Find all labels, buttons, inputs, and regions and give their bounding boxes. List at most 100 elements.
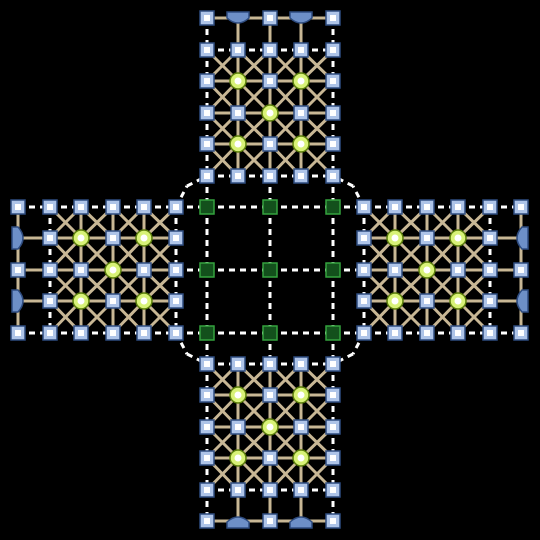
top-edge-cap[interactable] — [226, 11, 250, 24]
left-square-node[interactable] — [10, 262, 26, 278]
bottom-square-node[interactable] — [262, 387, 278, 403]
bottom-square-node[interactable] — [199, 356, 215, 372]
right-square-node[interactable] — [419, 230, 435, 246]
right-ring-node[interactable] — [386, 292, 404, 310]
right-square-node[interactable] — [450, 262, 466, 278]
bottom-square-node[interactable] — [325, 387, 341, 403]
center-node[interactable] — [262, 325, 278, 341]
bottom-square-node[interactable] — [262, 482, 278, 498]
center-node[interactable] — [199, 325, 215, 341]
bottom-square-node[interactable] — [199, 387, 215, 403]
left-ring-node[interactable] — [135, 229, 153, 247]
top-square-node[interactable] — [199, 168, 215, 184]
right-square-node[interactable] — [419, 293, 435, 309]
left-square-node[interactable] — [136, 199, 152, 215]
right-square-node[interactable] — [356, 199, 372, 215]
bottom-square-node[interactable] — [325, 450, 341, 466]
right-edge-cap[interactable] — [516, 289, 529, 313]
top-square-node[interactable] — [262, 73, 278, 89]
left-square-node[interactable] — [136, 262, 152, 278]
left-square-node[interactable] — [42, 199, 58, 215]
right-square-node[interactable] — [419, 199, 435, 215]
right-edge-cap[interactable] — [516, 226, 529, 250]
right-square-node[interactable] — [387, 325, 403, 341]
top-ring-node[interactable] — [292, 72, 310, 90]
left-square-node[interactable] — [105, 293, 121, 309]
bottom-square-node[interactable] — [199, 450, 215, 466]
bottom-square-node[interactable] — [199, 513, 215, 529]
right-square-node[interactable] — [482, 293, 498, 309]
top-square-node[interactable] — [325, 105, 341, 121]
bottom-square-node[interactable] — [325, 419, 341, 435]
top-square-node[interactable] — [325, 73, 341, 89]
top-ring-node[interactable] — [229, 135, 247, 153]
left-square-node[interactable] — [168, 262, 184, 278]
left-square-node[interactable] — [168, 325, 184, 341]
top-ring-node[interactable] — [229, 72, 247, 90]
right-square-node[interactable] — [513, 325, 529, 341]
left-square-node[interactable] — [73, 262, 89, 278]
bottom-square-node[interactable] — [325, 356, 341, 372]
right-square-node[interactable] — [387, 262, 403, 278]
right-square-node[interactable] — [450, 325, 466, 341]
top-square-node[interactable] — [199, 42, 215, 58]
left-square-node[interactable] — [10, 199, 26, 215]
center-node[interactable] — [199, 199, 215, 215]
left-ring-node[interactable] — [72, 292, 90, 310]
left-square-node[interactable] — [168, 230, 184, 246]
bottom-square-node[interactable] — [199, 419, 215, 435]
top-square-node[interactable] — [325, 168, 341, 184]
bottom-ring-node[interactable] — [292, 449, 310, 467]
top-square-node[interactable] — [199, 10, 215, 26]
top-square-node[interactable] — [262, 168, 278, 184]
bottom-ring-node[interactable] — [229, 449, 247, 467]
left-square-node[interactable] — [105, 325, 121, 341]
left-square-node[interactable] — [73, 325, 89, 341]
right-square-node[interactable] — [387, 199, 403, 215]
top-edge-cap[interactable] — [289, 11, 313, 24]
top-square-node[interactable] — [325, 136, 341, 152]
center-node[interactable] — [325, 262, 341, 278]
bottom-square-node[interactable] — [230, 356, 246, 372]
left-ring-node[interactable] — [135, 292, 153, 310]
right-square-node[interactable] — [513, 262, 529, 278]
bottom-square-node[interactable] — [293, 482, 309, 498]
top-square-node[interactable] — [199, 105, 215, 121]
right-square-node[interactable] — [482, 325, 498, 341]
bottom-square-node[interactable] — [230, 419, 246, 435]
right-square-node[interactable] — [356, 230, 372, 246]
bottom-square-node[interactable] — [262, 450, 278, 466]
right-square-node[interactable] — [356, 262, 372, 278]
bottom-square-node[interactable] — [325, 482, 341, 498]
left-square-node[interactable] — [136, 325, 152, 341]
center-node[interactable] — [325, 199, 341, 215]
top-square-node[interactable] — [230, 105, 246, 121]
top-square-node[interactable] — [293, 42, 309, 58]
right-square-node[interactable] — [356, 293, 372, 309]
right-square-node[interactable] — [450, 199, 466, 215]
left-square-node[interactable] — [73, 199, 89, 215]
top-square-node[interactable] — [230, 168, 246, 184]
right-square-node[interactable] — [513, 199, 529, 215]
top-square-node[interactable] — [325, 10, 341, 26]
right-square-node[interactable] — [356, 325, 372, 341]
bottom-square-node[interactable] — [325, 513, 341, 529]
bottom-edge-cap[interactable] — [289, 516, 313, 529]
right-ring-node[interactable] — [449, 292, 467, 310]
top-square-node[interactable] — [262, 136, 278, 152]
bottom-square-node[interactable] — [262, 356, 278, 372]
bottom-square-node[interactable] — [262, 513, 278, 529]
top-ring-node[interactable] — [261, 104, 279, 122]
right-square-node[interactable] — [482, 230, 498, 246]
left-square-node[interactable] — [168, 293, 184, 309]
bottom-square-node[interactable] — [199, 482, 215, 498]
left-square-node[interactable] — [168, 199, 184, 215]
left-square-node[interactable] — [105, 230, 121, 246]
bottom-ring-node[interactable] — [292, 386, 310, 404]
right-square-node[interactable] — [482, 262, 498, 278]
right-square-node[interactable] — [419, 325, 435, 341]
top-square-node[interactable] — [293, 105, 309, 121]
center-node[interactable] — [262, 262, 278, 278]
bottom-edge-cap[interactable] — [226, 516, 250, 529]
top-square-node[interactable] — [325, 42, 341, 58]
